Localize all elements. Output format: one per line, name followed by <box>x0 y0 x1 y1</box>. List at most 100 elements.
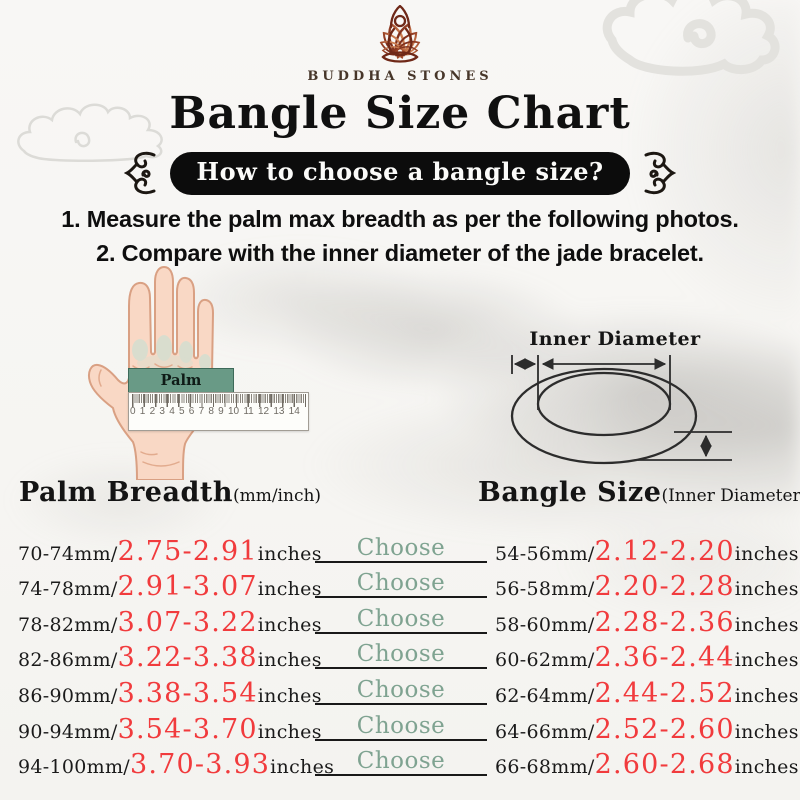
choose-label: Choose <box>356 712 446 739</box>
ruler-number: 2 <box>149 406 156 417</box>
bangle-size-unit: (Inner Diameter) <box>661 486 800 506</box>
question-pill: How to choose a bangle size? <box>170 151 630 195</box>
bangle-size-cell: 60-62mm/2.36-2.44inches <box>495 642 799 673</box>
size-row: 86-90mm/3.38-3.54inches Choose 62-64mm/2… <box>18 673 798 709</box>
inches-label: inches <box>257 542 322 565</box>
palm-inch-range: 3.07-3.22 <box>117 606 258 638</box>
choose-label: Choose <box>356 605 446 632</box>
palm-size-cell: 94-100mm/3.70-3.93inches <box>18 749 334 780</box>
bangle-mm-range: 58-60mm/ <box>495 613 595 636</box>
bangle-size-cell: 66-68mm/2.60-2.68inches <box>495 749 799 780</box>
palm-inch-range: 3.54-3.70 <box>117 713 258 745</box>
choose-link[interactable]: Choose <box>315 641 487 670</box>
size-row: 94-100mm/3.70-3.93inches Choose 66-68mm/… <box>18 745 798 780</box>
inches-label: inches <box>734 649 799 672</box>
inches-label: inches <box>257 613 322 636</box>
instruction-step-2: 2. Compare with the inner diameter of th… <box>96 240 704 266</box>
ruler-number: 7 <box>198 406 205 417</box>
ruler-number: 12 <box>257 406 270 417</box>
palm-inch-range: 2.91-3.07 <box>117 571 258 603</box>
ruler: 0 1 2 3 4 5 6 7 8 9 10 11 12 13 14 <box>128 392 309 431</box>
bangle-mm-range: 54-56mm/ <box>495 542 595 565</box>
palm-measure-figure: Palm Breadth 0 1 2 3 4 5 6 7 8 9 10 11 1… <box>85 266 315 480</box>
palm-inch-range: 3.38-3.54 <box>117 677 258 709</box>
inches-label: inches <box>734 578 799 601</box>
brand-name: BUDDHA STONES <box>307 69 493 84</box>
ruler-number: 5 <box>178 406 185 417</box>
inner-diameter-label: Inner Diameter <box>529 328 701 350</box>
choose-label: Choose <box>356 570 446 597</box>
bangle-mm-range: 62-64mm/ <box>495 684 595 707</box>
choose-link[interactable]: Choose <box>315 677 487 705</box>
choose-link[interactable]: Choose <box>315 748 487 777</box>
bangle-size-cell: 54-56mm/2.12-2.20inches <box>495 536 799 567</box>
bangle-inch-range: 2.52-2.60 <box>594 713 735 745</box>
ruler-number: 9 <box>218 406 224 417</box>
ruler-number: 6 <box>188 406 195 417</box>
choose-link[interactable]: Choose <box>315 606 487 634</box>
palm-breadth-header: Palm Breadth(mm/inch) <box>18 477 322 508</box>
size-row: 82-86mm/3.22-3.38inches Choose 60-62mm/2… <box>18 638 798 674</box>
palm-inch-range: 3.22-3.38 <box>117 642 258 674</box>
bangle-mm-range: 64-66mm/ <box>495 720 595 743</box>
choose-link[interactable]: Choose <box>315 570 487 599</box>
choose-link[interactable]: Choose <box>315 713 487 741</box>
palm-inch-range: 2.75-2.91 <box>117 535 258 567</box>
choose-label: Choose <box>356 748 446 775</box>
palm-size-cell: 70-74mm/2.75-2.91inches <box>18 535 321 567</box>
bangle-inch-range: 2.44-2.52 <box>594 677 735 709</box>
inches-label: inches <box>257 684 322 707</box>
inches-label: inches <box>734 613 799 636</box>
choose-label: Choose <box>356 676 446 703</box>
flourish-left-icon <box>124 151 156 195</box>
ruler-number: 13 <box>273 406 285 417</box>
bangle-size-header: Bangle Size(Inner Diameter) <box>478 477 800 508</box>
bangle-size-title: Bangle Size <box>478 477 662 508</box>
flourish-right-icon <box>644 151 676 195</box>
palm-size-cell: 78-82mm/3.07-3.22inches <box>18 606 321 638</box>
ruler-number: 14 <box>288 406 300 417</box>
inches-label: inches <box>257 720 322 743</box>
ruler-number: 3 <box>159 406 165 417</box>
palm-mm-range: 86-90mm/ <box>18 684 118 707</box>
ruler-number: 0 <box>130 406 136 417</box>
size-table: 70-74mm/2.75-2.91inches Choose 54-56mm/2… <box>18 531 798 781</box>
ruler-number: 4 <box>169 406 175 417</box>
bangle-mm-range: 56-58mm/ <box>495 578 595 601</box>
bangle-inch-range: 2.60-2.68 <box>594 749 735 781</box>
palm-mm-range: 70-74mm/ <box>18 542 118 565</box>
inches-label: inches <box>270 756 335 779</box>
inches-label: inches <box>257 578 322 601</box>
palm-breadth-unit: (mm/inch) <box>232 486 322 506</box>
instructions: 1. Measure the palm max breadth as per t… <box>0 202 800 270</box>
size-row: 70-74mm/2.75-2.91inches Choose 54-56mm/2… <box>18 531 798 567</box>
bangle-size-cell: 64-66mm/2.52-2.60inches <box>495 714 799 745</box>
bangle-mm-range: 66-68mm/ <box>495 756 595 779</box>
bangle-inner-ring <box>536 371 672 437</box>
palm-size-cell: 90-94mm/3.54-3.70inches <box>18 713 321 745</box>
palm-size-cell: 86-90mm/3.38-3.54inches <box>18 677 321 709</box>
ruler-numbers: 0 1 2 3 4 5 6 7 8 9 10 11 12 13 14 <box>130 406 300 417</box>
size-row: 90-94mm/3.54-3.70inches Choose 64-66mm/2… <box>18 709 798 745</box>
meditating-figure-icon <box>381 5 419 63</box>
inches-label: inches <box>734 756 799 779</box>
choose-label: Choose <box>356 534 446 561</box>
question-row: How to choose a bangle size? <box>0 149 800 197</box>
size-row: 78-82mm/3.07-3.22inches Choose 58-60mm/2… <box>18 602 798 638</box>
palm-mm-range: 82-86mm/ <box>18 649 118 672</box>
inches-label: inches <box>734 542 799 565</box>
palm-breadth-band: Palm Breadth <box>128 368 234 412</box>
buddha-stones-logo <box>379 5 421 63</box>
bangle-inch-range: 2.20-2.28 <box>594 571 735 603</box>
inches-label: inches <box>257 649 322 672</box>
palm-mm-range: 90-94mm/ <box>18 720 118 743</box>
bangle-size-cell: 62-64mm/2.44-2.52inches <box>495 678 799 709</box>
bangle-size-cell: 56-58mm/2.20-2.28inches <box>495 571 799 602</box>
page-title: Bangle Size Chart <box>169 88 631 139</box>
inches-label: inches <box>734 684 799 707</box>
palm-mm-range: 94-100mm/ <box>18 756 130 779</box>
choose-link[interactable]: Choose <box>315 535 487 563</box>
ruler-major-ticks <box>132 394 306 407</box>
choose-label: Choose <box>356 641 446 668</box>
